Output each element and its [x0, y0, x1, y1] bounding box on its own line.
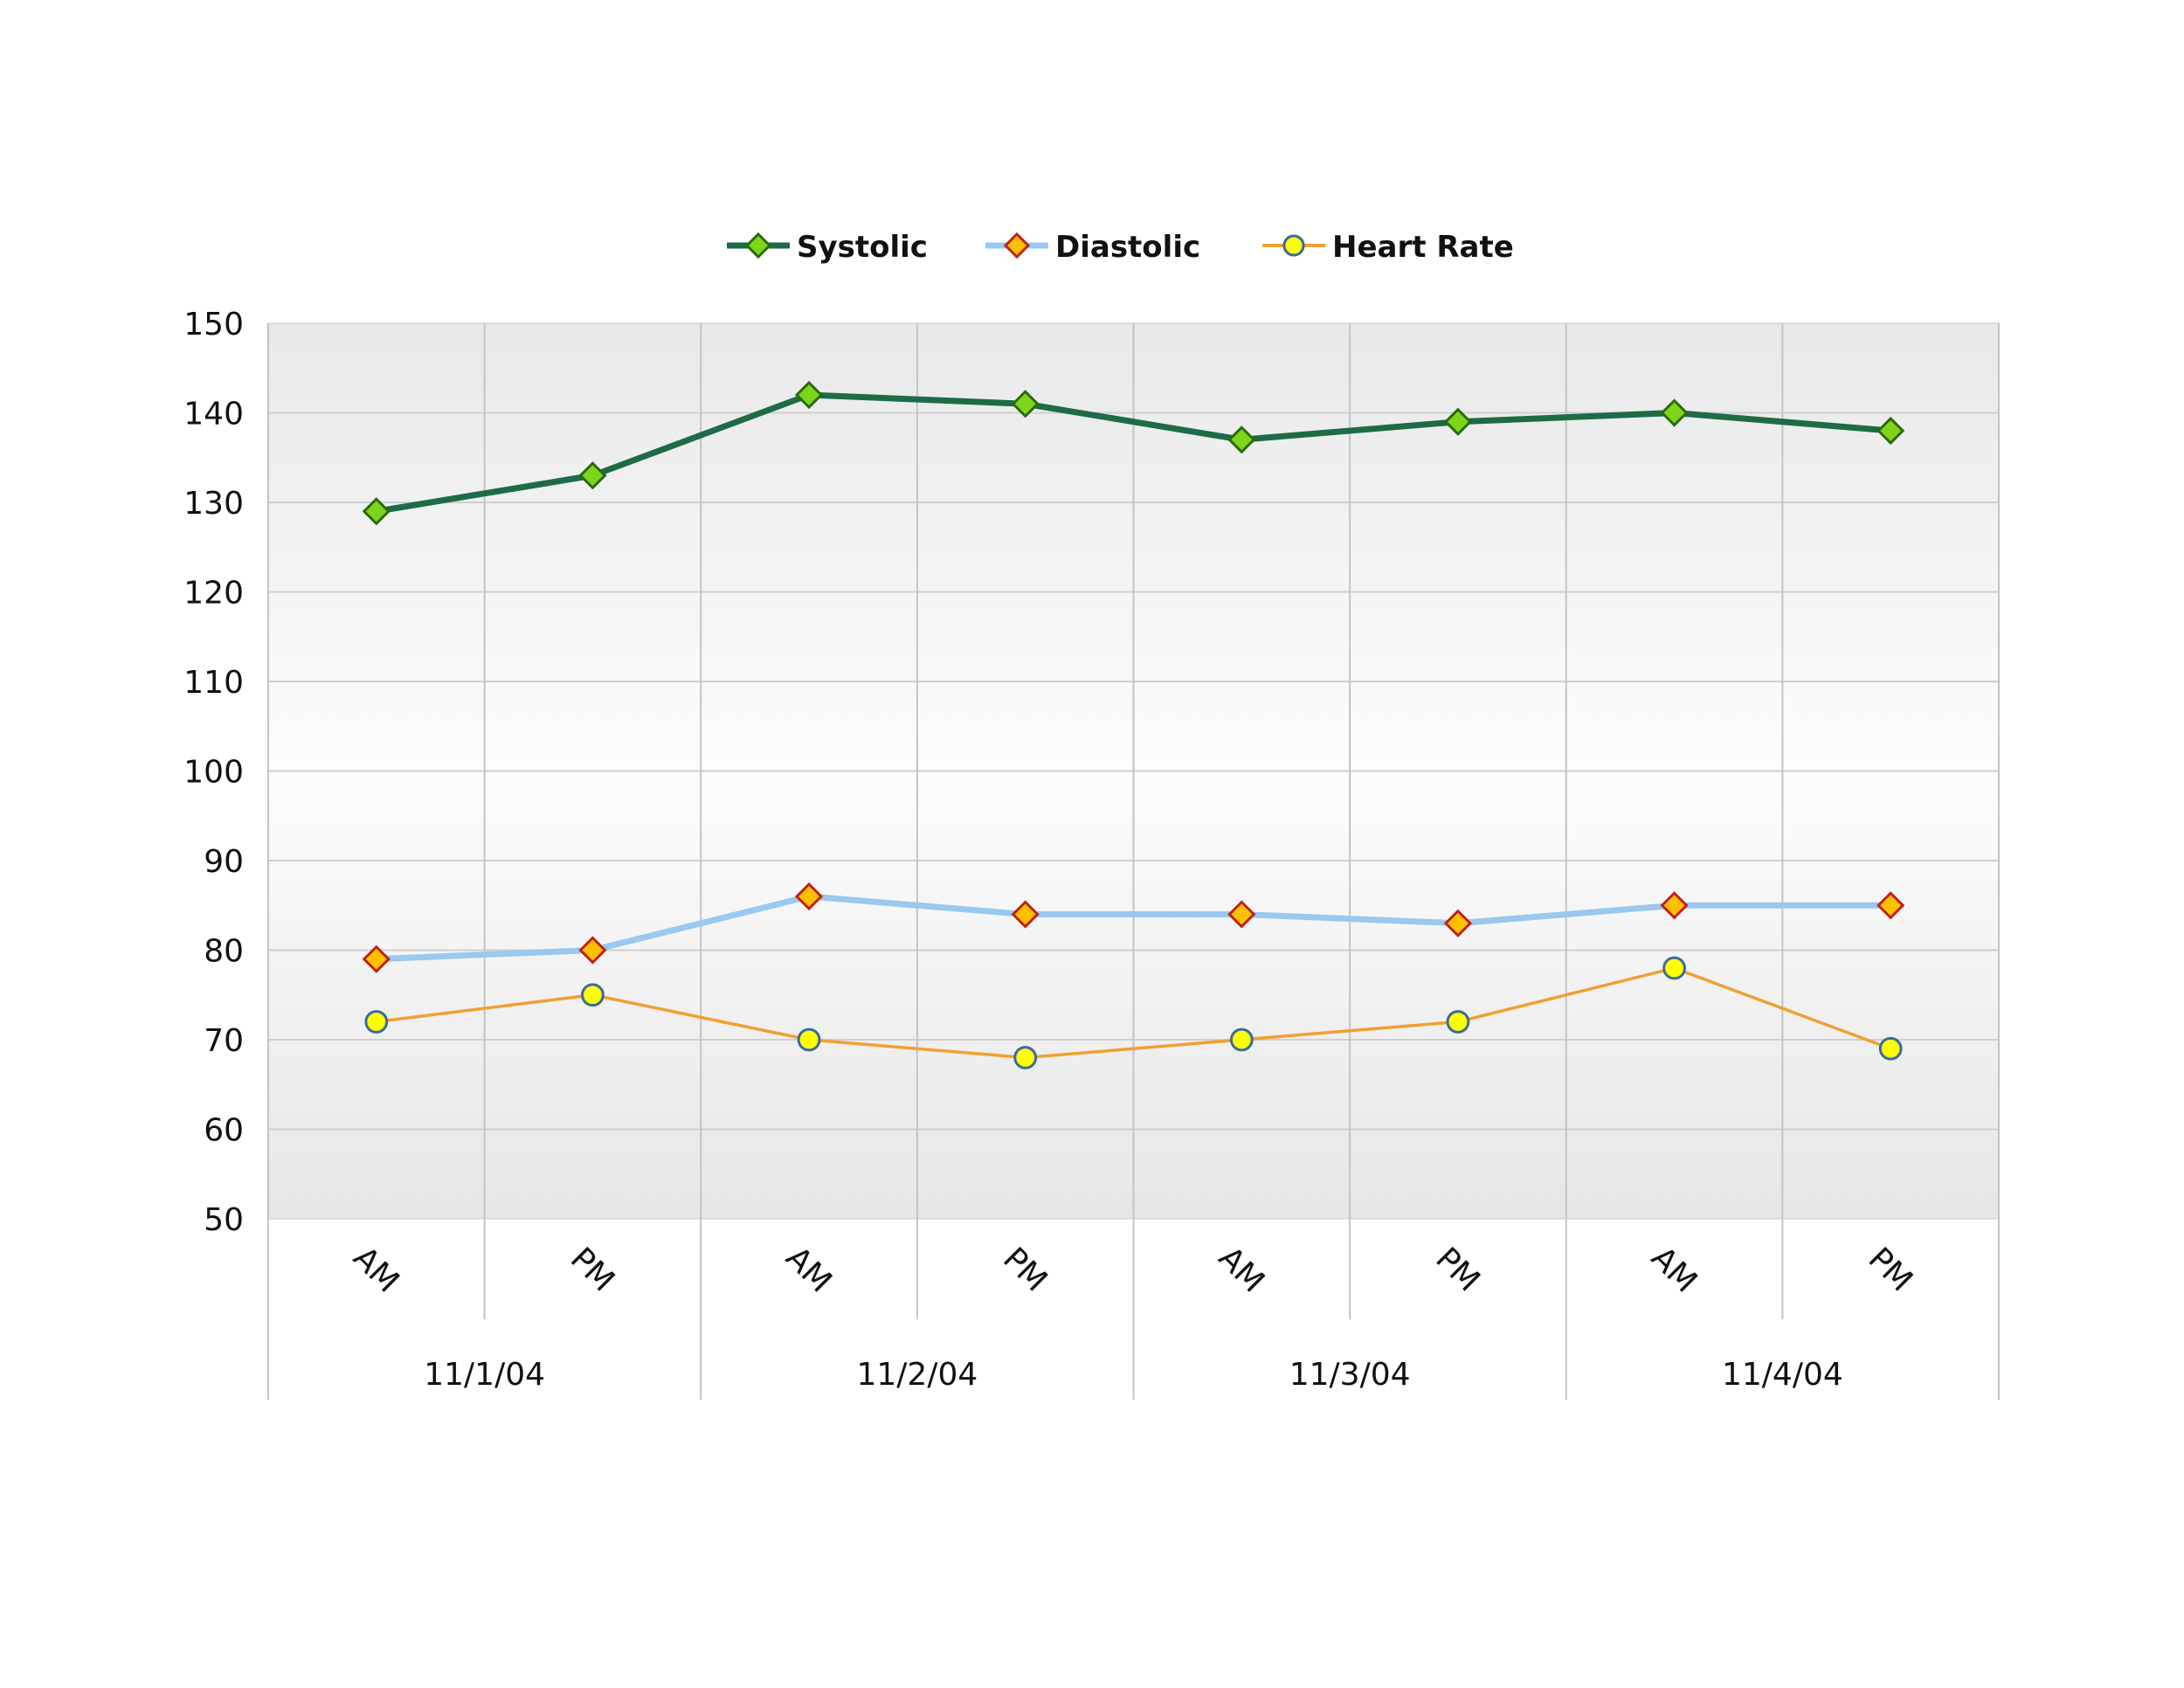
heart-rate-point: [1662, 956, 1686, 980]
systolic-point: [1011, 390, 1040, 419]
x-group-label: 11/3/04: [1289, 1357, 1411, 1393]
heart-rate-line: [376, 966, 1891, 1060]
y-tick-label: 140: [183, 397, 244, 432]
systolic-line: [376, 391, 1891, 515]
heart-rate-point: [364, 1010, 389, 1034]
legend-diastolic-label: Diastolic: [1055, 230, 1200, 265]
heart-rate-point: [797, 1027, 821, 1052]
y-tick-label: 50: [204, 1202, 244, 1238]
y-tick-label: 70: [204, 1023, 244, 1059]
heart-rate-point: [1878, 1036, 1903, 1061]
y-tick-label: 130: [183, 486, 244, 522]
systolic-point: [794, 380, 824, 410]
systolic-point: [1227, 425, 1256, 454]
x-tick-label: PM: [1428, 1241, 1486, 1298]
x-tick-label: AM: [1644, 1240, 1704, 1299]
systolic-point: [362, 497, 390, 526]
heart-rate-point: [1446, 1010, 1470, 1034]
systolic-point: [1876, 416, 1905, 446]
diastolic-point: [362, 944, 390, 973]
systolic-point: [1443, 407, 1473, 436]
diastolic-point: [1660, 891, 1689, 920]
systolic-point: [1660, 398, 1689, 427]
heart-rate-point: [581, 983, 605, 1007]
diastolic-point: [1443, 909, 1473, 937]
y-tick-label: 150: [183, 307, 244, 342]
diastolic-point: [1011, 900, 1040, 929]
systolic-point: [578, 461, 607, 490]
x-tick-label: AM: [779, 1240, 839, 1299]
x-tick-label: AM: [346, 1240, 405, 1299]
diastolic-point: [578, 936, 607, 965]
y-tick-label: 80: [204, 934, 244, 970]
x-group-label: 11/2/04: [856, 1357, 978, 1393]
diastolic-line: [376, 893, 1891, 963]
legend-heart-rate-label: Heart Rate: [1332, 230, 1514, 265]
heart-rate-point: [1013, 1046, 1038, 1069]
x-tick-label: PM: [563, 1241, 621, 1298]
diastolic-point: [794, 882, 824, 911]
y-tick-label: 60: [204, 1113, 244, 1149]
x-tick-label: PM: [996, 1241, 1054, 1298]
x-group-label: 11/1/04: [424, 1357, 545, 1393]
y-tick-label: 120: [183, 576, 244, 612]
diastolic-point: [1876, 891, 1905, 920]
heart-rate-point: [1229, 1027, 1254, 1052]
y-tick-label: 100: [183, 755, 244, 791]
legend-diastolic-marker: [1003, 232, 1031, 259]
y-tick-label: 110: [183, 665, 244, 701]
diastolic-point: [1227, 900, 1256, 929]
legend-systolic-marker: [744, 232, 772, 259]
x-group-label: 11/4/04: [1722, 1357, 1843, 1393]
x-tick-label: AM: [1212, 1240, 1271, 1299]
x-tick-label: PM: [1862, 1241, 1919, 1298]
legend-heart-rate-marker: [1282, 234, 1305, 257]
legend-systolic-label: Systolic: [797, 230, 928, 265]
y-tick-label: 90: [204, 844, 244, 880]
